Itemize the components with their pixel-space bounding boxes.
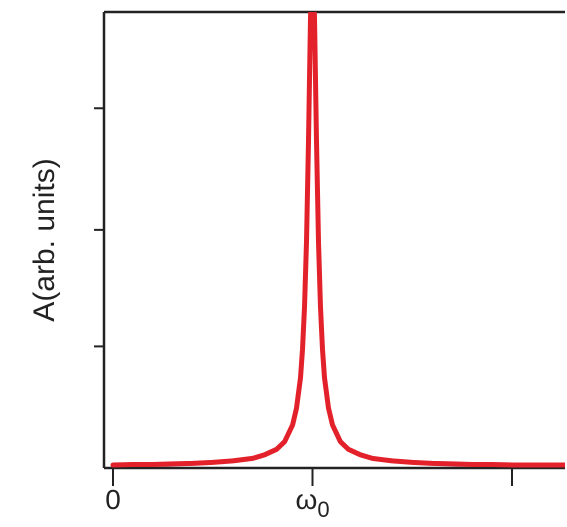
series-layer: [110, 12, 565, 468]
plot-frame: [102, 10, 565, 470]
y-ticks: [94, 107, 104, 348]
x-tick-label: 0: [105, 484, 121, 515]
resonance-curve: [110, 12, 565, 468]
x-tick-label: ω0: [295, 484, 329, 522]
x-ticks: 0 ω0: [105, 468, 513, 522]
y-axis-label: A(arb. units): [28, 158, 61, 321]
